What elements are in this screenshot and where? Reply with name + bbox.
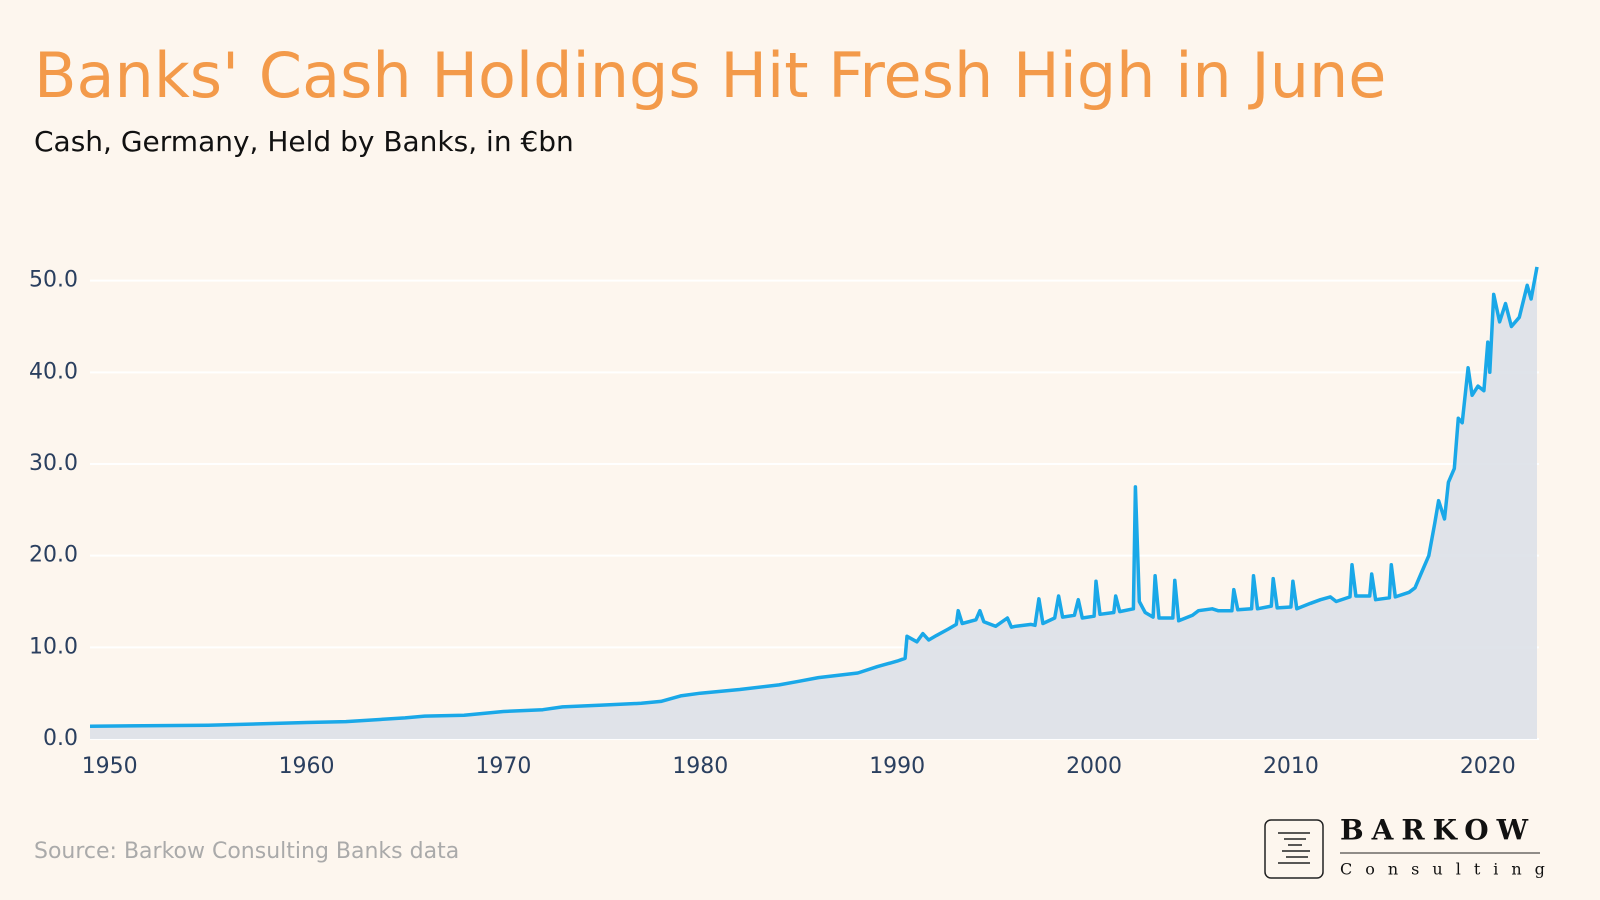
y-tick-label: 30.0: [29, 451, 78, 476]
logo: BARKOW Consulting: [1264, 814, 1558, 879]
logo-icon: [1278, 832, 1310, 864]
y-tick-label: 0.0: [43, 726, 78, 751]
logo-box: [1264, 819, 1324, 879]
x-tick-label: 2000: [1066, 754, 1122, 779]
x-tick-label: 1970: [475, 754, 531, 779]
y-tick-label: 50.0: [29, 268, 78, 293]
y-tick-label: 10.0: [29, 634, 78, 659]
y-tick-label: 40.0: [29, 359, 78, 384]
logo-name: BARKOW: [1340, 814, 1536, 847]
x-tick-label: 2010: [1263, 754, 1319, 779]
source-note: Source: Barkow Consulting Banks data: [34, 839, 459, 864]
x-tick-label: 1990: [869, 754, 925, 779]
chart-subtitle: Cash, Germany, Held by Banks, in €bn: [34, 125, 574, 158]
area: [90, 266, 1537, 739]
x-tick-label: 2020: [1460, 754, 1516, 779]
x-tick-label: 1960: [279, 754, 335, 779]
y-tick-label: 20.0: [29, 543, 78, 568]
chart-title: Banks' Cash Holdings Hit Fresh High in J…: [34, 39, 1386, 112]
logo-tagline: Consulting: [1340, 860, 1558, 879]
x-tick-label: 1950: [82, 754, 138, 779]
line: [89, 266, 1539, 728]
x-tick-label: 1980: [672, 754, 728, 779]
